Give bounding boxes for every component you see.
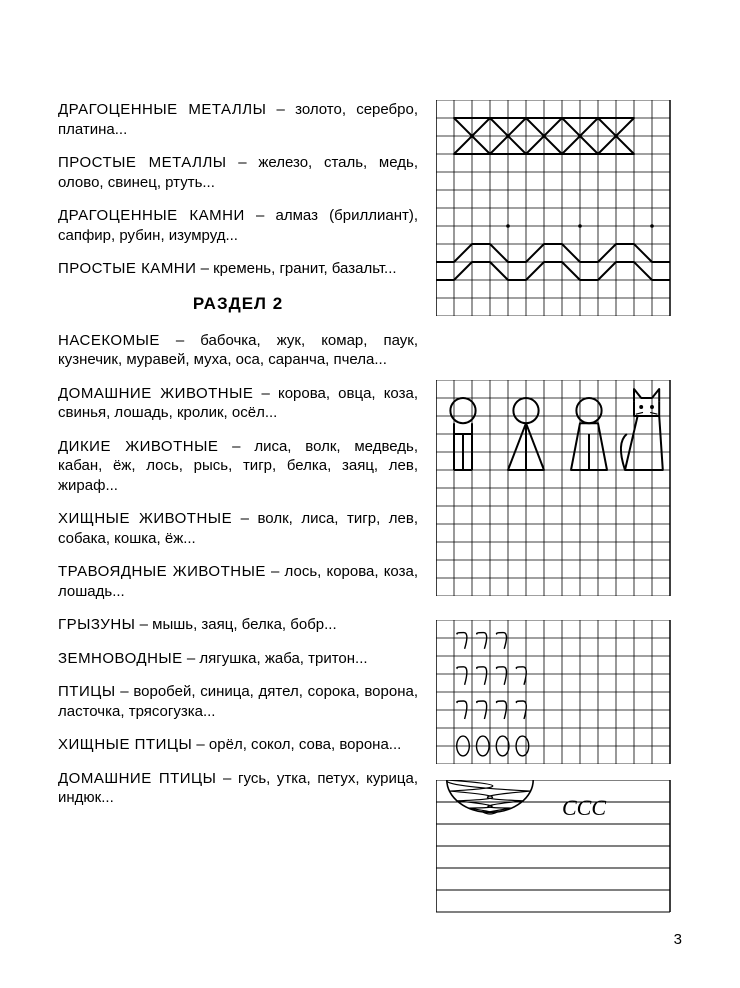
entry-term: ДРАГОЦЕННЫЕ КАМНИ (58, 207, 245, 224)
entries_top-entry: ПРОСТЫЕ КАМНИ – кремень, гранит, базальт… (58, 259, 418, 279)
entry-term: ПРОСТЫЕ КАМНИ (58, 260, 196, 277)
entry-term: ТРАВОЯДНЫЕ ЖИВОТНЫЕ (58, 563, 266, 580)
exercise-column: ССС (436, 100, 682, 930)
grid-block-3 (436, 620, 682, 764)
entries_bottom-entry: ГРЫЗУНЫ – мышь, заяц, белка, бобр... (58, 615, 418, 635)
entry-term: ДРАГОЦЕННЫЕ МЕТАЛЛЫ (58, 101, 266, 118)
entry-term: ГРЫЗУНЫ (58, 616, 135, 633)
svg-text:ССС: ССС (562, 795, 606, 820)
section-title: РАЗДЕЛ 2 (58, 293, 418, 315)
entry-term: ХИЩНЫЕ ПТИЦЫ (58, 736, 192, 753)
entries_bottom-entry: ХИЩНЫЕ ЖИВОТНЫЕ – волк, лиса, тигр, лев,… (58, 509, 418, 548)
entry-term: ПРОСТЫЕ МЕТАЛЛЫ (58, 154, 227, 171)
page-number: 3 (674, 931, 682, 948)
entry-term: ДОМАШНИЕ ПТИЦЫ (58, 770, 216, 787)
entries_bottom-entry: ДИКИЕ ЖИВОТНЫЕ – лиса, волк, медведь, ка… (58, 437, 418, 496)
entry-text: – лягушка, жаба, тритон... (183, 650, 368, 667)
entries_top-entry: ПРОСТЫЕ МЕТАЛЛЫ – железо, сталь, медь, о… (58, 153, 418, 192)
entries_bottom-entry: ЗЕМНОВОДНЫЕ – лягушка, жаба, тритон... (58, 649, 418, 669)
grid-block-1 (436, 100, 682, 316)
entry-term: ХИЩНЫЕ ЖИВОТНЫЕ (58, 510, 232, 527)
entry-text: – орёл, сокол, сова, ворона... (192, 736, 401, 753)
entries_bottom-entry: ДОМАШНИЕ ЖИВОТНЫЕ – корова, овца, коза, … (58, 384, 418, 423)
grid-block-4: ССС (436, 780, 682, 930)
entry-term: ПТИЦЫ (58, 683, 116, 700)
entries_bottom-entry: ХИЩНЫЕ ПТИЦЫ – орёл, сокол, сова, ворона… (58, 735, 418, 755)
entries_top-entry: ДРАГОЦЕННЫЕ КАМНИ – алмаз (бриллиант), с… (58, 206, 418, 245)
entries_bottom-entry: ТРАВОЯДНЫЕ ЖИВОТНЫЕ – лось, корова, коза… (58, 562, 418, 601)
entries_bottom-entry: ДОМАШНИЕ ПТИЦЫ – гусь, утка, петух, кури… (58, 769, 418, 808)
entries_bottom-entry: ПТИЦЫ – воробей, синица, дятел, сорока, … (58, 682, 418, 721)
entry-term: ДИКИЕ ЖИВОТНЫЕ (58, 438, 218, 455)
entry-term: ЗЕМНОВОДНЫЕ (58, 650, 183, 667)
text-column: ДРАГОЦЕННЫЕ МЕТАЛЛЫ – золото, серебро, п… (58, 100, 418, 930)
entry-text: – кремень, гранит, базальт... (196, 260, 396, 277)
entries_bottom-entry: НАСЕКОМЫЕ – бабочка, жук, комар, паук, к… (58, 331, 418, 370)
entry-text: – мышь, заяц, белка, бобр... (135, 616, 336, 633)
grid-block-2 (436, 380, 682, 596)
entry-term: ДОМАШНИЕ ЖИВОТНЫЕ (58, 385, 253, 402)
entry-term: НАСЕКОМЫЕ (58, 332, 160, 349)
entries_top-entry: ДРАГОЦЕННЫЕ МЕТАЛЛЫ – золото, серебро, п… (58, 100, 418, 139)
